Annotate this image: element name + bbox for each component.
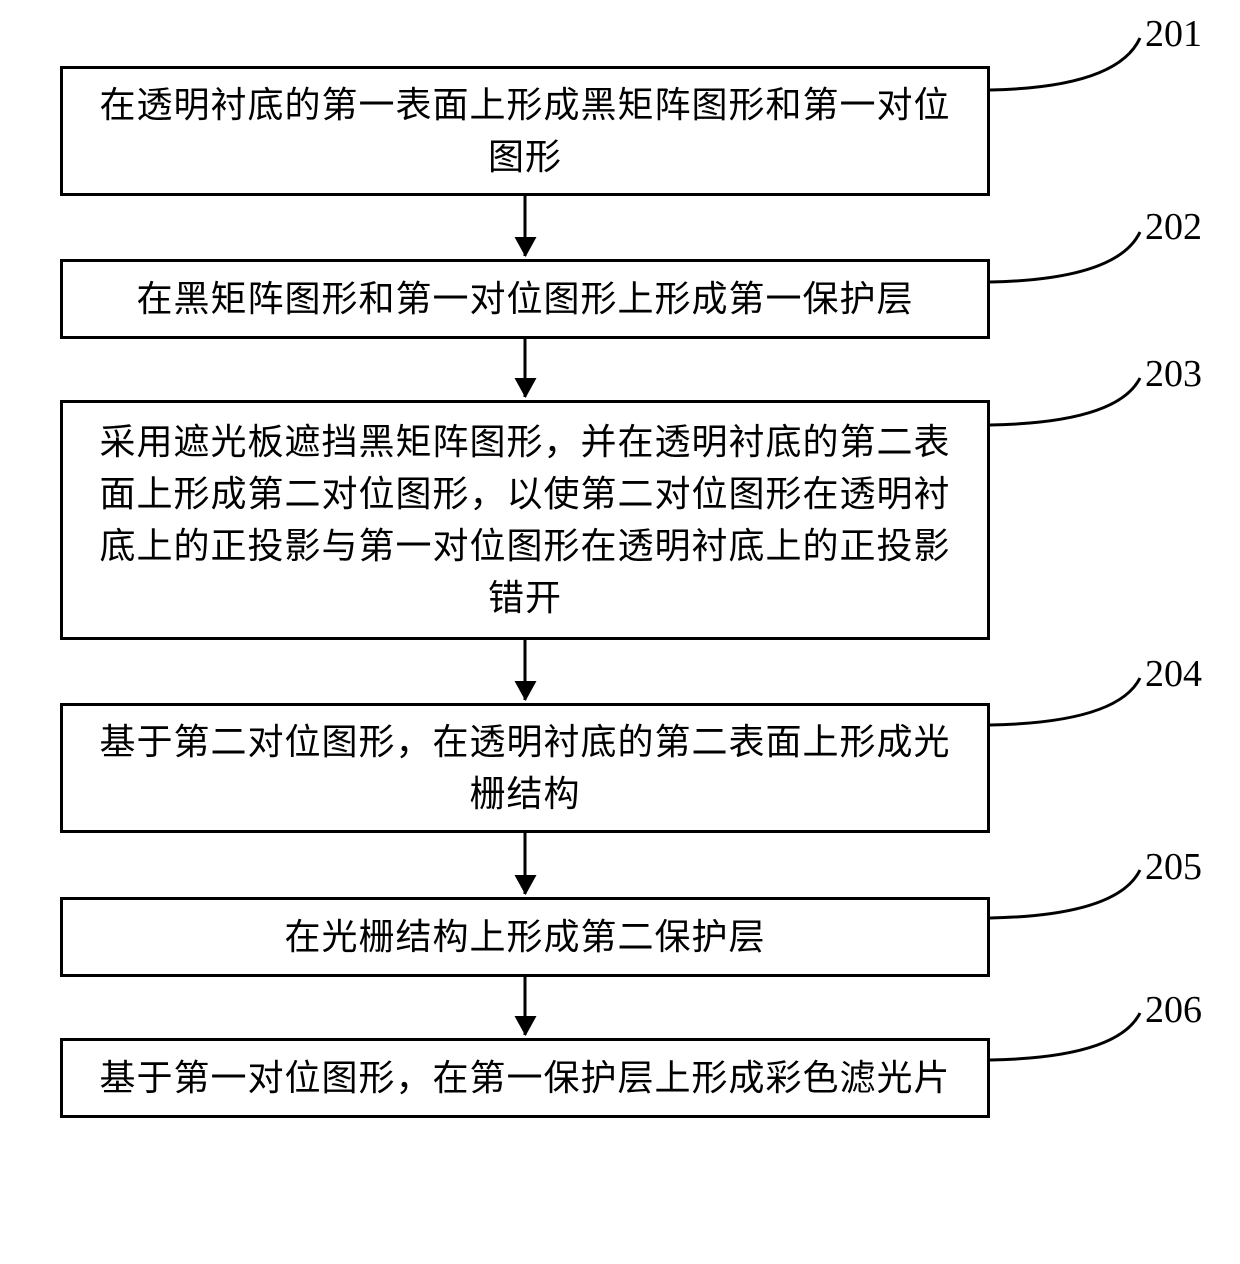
- arrow-4: [524, 833, 527, 894]
- arrow-3: [524, 640, 527, 700]
- connector-206: [985, 1008, 1145, 1065]
- step-text-202: 在黑矩阵图形和第一对位图形上形成第一保护层: [136, 273, 913, 325]
- connector-204: [985, 673, 1145, 730]
- step-label-203: 203: [1145, 352, 1202, 396]
- connector-201: [985, 33, 1145, 95]
- step-box-206: 基于第一对位图形，在第一保护层上形成彩色滤光片: [60, 1038, 990, 1118]
- connector-202: [985, 227, 1145, 287]
- step-text-206: 基于第一对位图形，在第一保护层上形成彩色滤光片: [99, 1052, 950, 1104]
- step-label-204: 204: [1145, 652, 1202, 696]
- arrow-1: [524, 196, 527, 256]
- step-box-205: 在光栅结构上形成第二保护层: [60, 897, 990, 977]
- arrow-5: [524, 977, 527, 1035]
- step-label-202: 202: [1145, 205, 1202, 249]
- flowchart-canvas: 在透明衬底的第一表面上形成黑矩阵图形和第一对位图形 201 在黑矩阵图形和第一对位图…: [0, 0, 1240, 1264]
- step-box-201: 在透明衬底的第一表面上形成黑矩阵图形和第一对位图形: [60, 66, 990, 196]
- connector-205: [985, 865, 1145, 923]
- step-text-204: 基于第二对位图形，在透明衬底的第二表面上形成光栅结构: [83, 716, 967, 820]
- step-box-204: 基于第二对位图形，在透明衬底的第二表面上形成光栅结构: [60, 703, 990, 833]
- step-text-205: 在光栅结构上形成第二保护层: [284, 911, 765, 963]
- step-label-205: 205: [1145, 845, 1202, 889]
- step-box-202: 在黑矩阵图形和第一对位图形上形成第一保护层: [60, 259, 990, 339]
- step-label-206: 206: [1145, 988, 1202, 1032]
- arrow-2: [524, 339, 527, 397]
- step-label-201: 201: [1145, 12, 1202, 56]
- connector-203: [985, 373, 1145, 430]
- step-text-201: 在透明衬底的第一表面上形成黑矩阵图形和第一对位图形: [83, 79, 967, 183]
- step-box-203: 采用遮光板遮挡黑矩阵图形，并在透明衬底的第二表面上形成第二对位图形，以使第二对位…: [60, 400, 990, 640]
- step-text-203: 采用遮光板遮挡黑矩阵图形，并在透明衬底的第二表面上形成第二对位图形，以使第二对位…: [83, 416, 967, 625]
